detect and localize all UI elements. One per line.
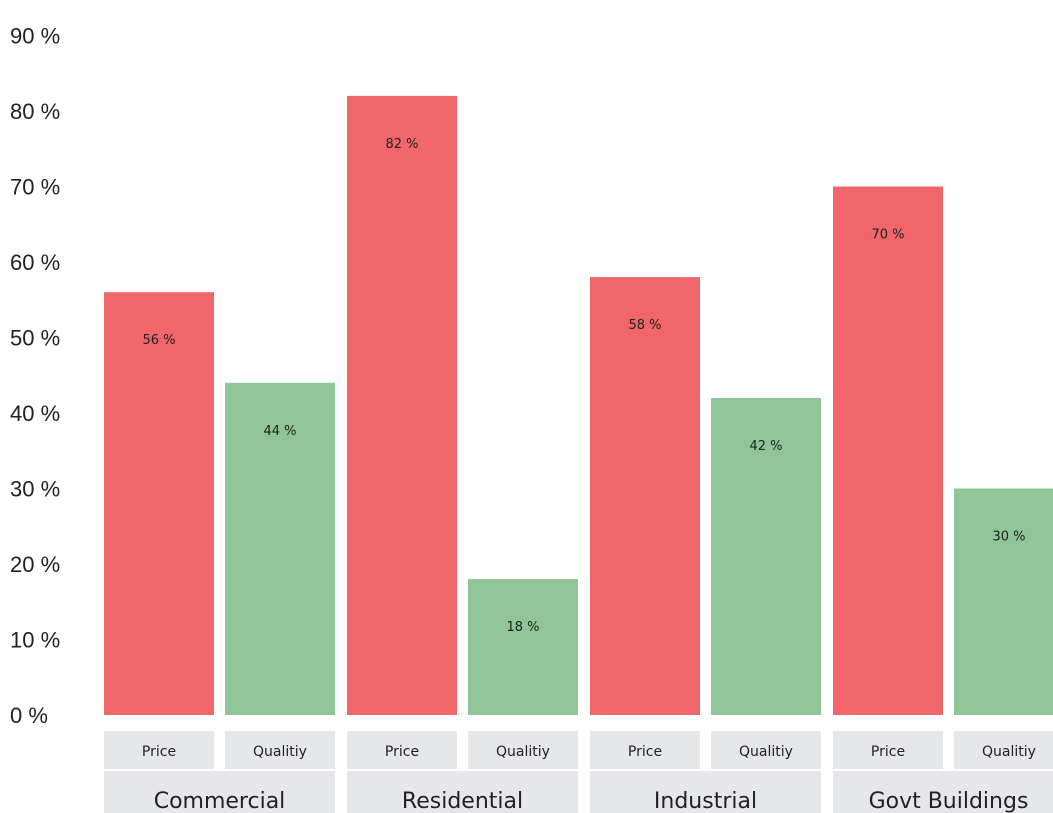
sub-label-box — [225, 731, 335, 769]
x-category-label: Residential — [402, 789, 523, 813]
bar-value-label: 82 % — [385, 137, 418, 152]
bar-value-label: 70 % — [871, 228, 904, 243]
bar-price-residential — [347, 95, 457, 715]
category-label-box — [590, 771, 821, 813]
sub-label-box — [468, 731, 578, 769]
x-sub-tick-label: Price — [628, 744, 662, 760]
sub-label-box — [104, 731, 214, 769]
x-sub-tick-label: Price — [385, 744, 419, 760]
y-tick-label: 90 % — [10, 24, 60, 49]
category-label-box — [347, 771, 578, 813]
sub-label-box — [833, 731, 943, 769]
x-category-label: Industrial — [654, 789, 757, 813]
x-category-label: Commercial — [154, 789, 286, 813]
bar-value-label: 56 % — [142, 333, 175, 348]
x-sub-tick-label: Qualitiy — [739, 744, 793, 760]
bar-price-industrial — [590, 277, 700, 715]
bars: 56 % 44 % 82 % 18 % 58 % 42 % 70 % 30 % — [104, 95, 1053, 715]
sub-label-box — [954, 731, 1053, 769]
y-tick-label: 10 % — [10, 628, 60, 653]
bar-qualitiy-industrial — [711, 397, 821, 715]
y-tick-label: 30 % — [10, 477, 60, 502]
bar-qualitiy-commercial — [225, 382, 335, 715]
y-tick-label: 50 % — [10, 326, 60, 351]
y-tick-label: 40 % — [10, 401, 60, 426]
x-category-label: Govt Buildings — [869, 789, 1029, 813]
category-label-box — [833, 771, 1053, 813]
bar-price-govt-buildings — [833, 186, 943, 715]
y-tick-label: 80 % — [10, 99, 60, 124]
sub-label-box — [347, 731, 457, 769]
sub-label-box — [590, 731, 700, 769]
bar-value-label: 30 % — [992, 530, 1025, 545]
bar-value-label: 42 % — [749, 439, 782, 454]
y-axis: 0 % 10 % 20 % 30 % 40 % 50 % 60 % 70 % 80 % 90 % — [10, 24, 60, 729]
y-tick-label: 20 % — [10, 552, 60, 577]
x-axis: Price Qualitiy Commercial Price Qualitiy Resi… — [104, 731, 1053, 813]
x-sub-tick-label: Price — [142, 744, 176, 760]
y-tick-label: 70 % — [10, 175, 60, 200]
bar-price-commercial — [104, 292, 214, 715]
bar-qualitiy-residential — [468, 579, 578, 715]
x-sub-tick-label: Price — [871, 744, 905, 760]
bar-value-label: 44 % — [263, 424, 296, 439]
category-label-box — [104, 771, 335, 813]
x-sub-tick-label: Qualitiy — [253, 744, 307, 760]
bar-value-label: 58 % — [628, 318, 661, 333]
x-sub-tick-label: Qualitiy — [982, 744, 1036, 760]
bar-qualitiy-govt-buildings — [954, 488, 1053, 715]
y-tick-label: 60 % — [10, 250, 60, 275]
x-sub-tick-label: Qualitiy — [496, 744, 550, 760]
bar-value-label: 18 % — [506, 620, 539, 635]
sub-label-box — [711, 731, 821, 769]
y-tick-label: 0 % — [10, 703, 48, 728]
